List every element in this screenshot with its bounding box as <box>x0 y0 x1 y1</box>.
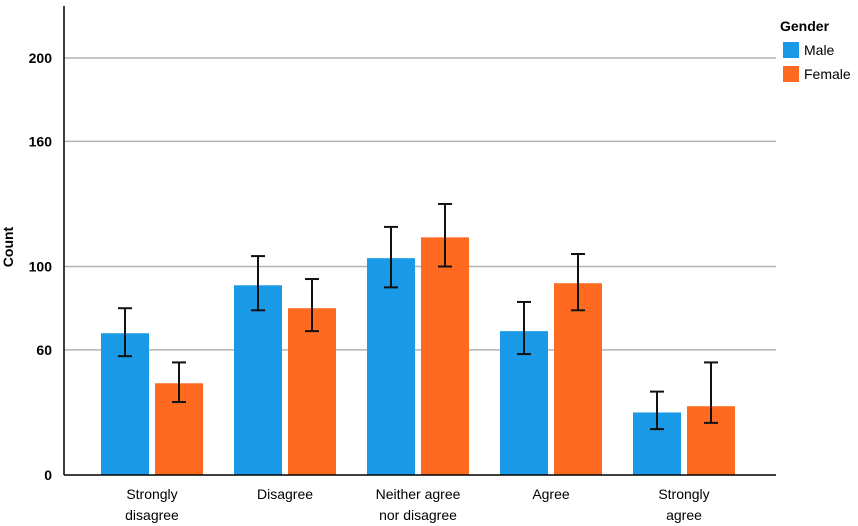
y-tick-label-60: 60 <box>36 342 52 358</box>
grid-lines <box>64 57 776 351</box>
y-tick-label-160: 160 <box>29 133 53 149</box>
error-bar-female-0 <box>172 361 186 404</box>
x-tick-labels: Strongly disagree Disagree Neither agree nor… <box>125 486 710 523</box>
x-tick-label-4-0: Strongly <box>658 486 709 502</box>
y-tick-labels: 0 60 100 160 200 <box>29 50 53 483</box>
y-axis-title: Count <box>0 226 16 267</box>
error-bar-male-1 <box>251 255 265 312</box>
bars <box>101 237 735 475</box>
error-bar-male-4 <box>650 390 664 431</box>
y-tick-label-0: 0 <box>44 467 52 483</box>
legend: Gender Male Female <box>780 18 851 82</box>
error-bar-female-1 <box>305 278 319 333</box>
x-tick-label-4-1: agree <box>666 507 702 523</box>
axes <box>63 6 776 476</box>
legend-label-female: Female <box>804 66 851 82</box>
bar-female-2 <box>421 237 469 475</box>
bar-female-3 <box>554 283 602 475</box>
error-bar-male-2 <box>384 225 398 289</box>
error-bar-male-0 <box>118 307 132 358</box>
x-tick-label-0-0: Strongly <box>126 486 177 502</box>
y-tick-label-100: 100 <box>29 259 53 275</box>
bar-male-1 <box>234 285 282 475</box>
x-tick-label-2-0: Neither agree <box>376 486 461 502</box>
error-bar-female-2 <box>438 202 452 268</box>
x-tick-label-1-0: Disagree <box>257 486 313 502</box>
error-bar-female-4 <box>704 361 718 424</box>
x-tick-label-2-1: nor disagree <box>379 507 457 523</box>
error-bars <box>118 202 718 431</box>
x-tick-label-3-0: Agree <box>532 486 570 502</box>
error-bar-male-3 <box>517 300 531 356</box>
y-tick-label-200: 200 <box>29 50 53 66</box>
legend-swatch-male <box>783 42 799 58</box>
legend-label-male: Male <box>804 42 835 58</box>
legend-title: Gender <box>780 18 830 34</box>
error-bar-female-3 <box>571 253 585 312</box>
bar-male-2 <box>367 258 415 475</box>
legend-swatch-female <box>783 66 799 82</box>
x-tick-label-0-1: disagree <box>125 507 179 523</box>
bar-female-1 <box>288 308 336 475</box>
bar-male-3 <box>500 331 548 475</box>
